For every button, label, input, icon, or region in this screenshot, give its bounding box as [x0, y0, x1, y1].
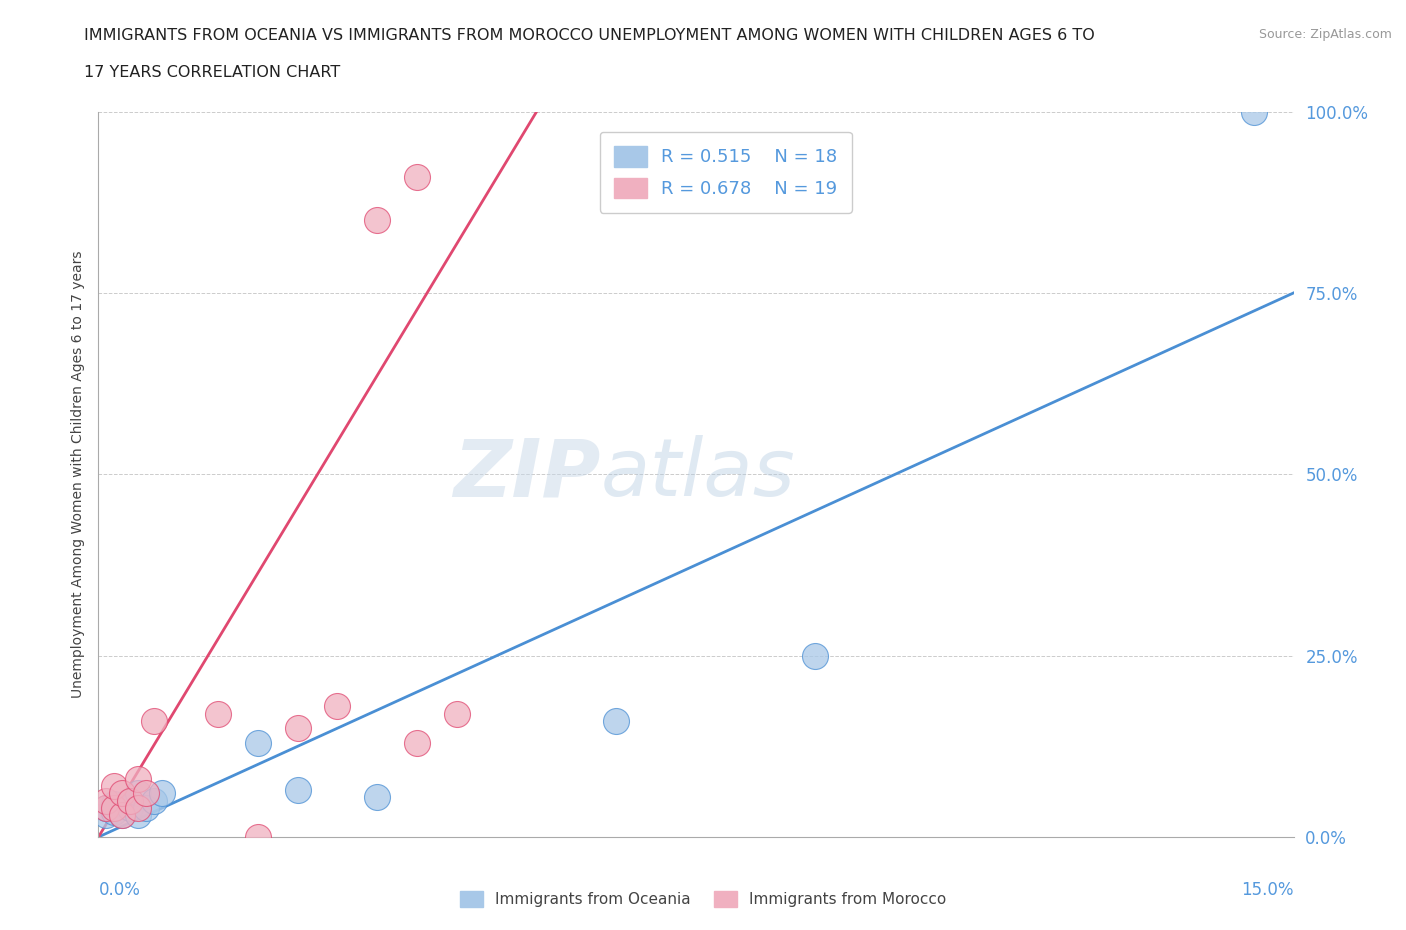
Text: ZIP: ZIP — [453, 435, 600, 513]
Immigrants from Morocco — [103, 801, 125, 816]
Immigrants from Morocco — [111, 786, 134, 801]
Immigrants from Morocco — [406, 169, 429, 184]
Immigrants from Oceania — [120, 801, 142, 816]
Immigrants from Oceania — [103, 804, 125, 819]
Text: 15.0%: 15.0% — [1241, 881, 1294, 898]
Immigrants from Morocco — [127, 801, 149, 816]
Immigrants from Morocco — [127, 772, 149, 787]
Immigrants from Morocco — [96, 801, 118, 816]
Immigrants from Morocco — [96, 793, 118, 808]
Text: IMMIGRANTS FROM OCEANIA VS IMMIGRANTS FROM MOROCCO UNEMPLOYMENT AMONG WOMEN WITH: IMMIGRANTS FROM OCEANIA VS IMMIGRANTS FR… — [84, 28, 1095, 43]
Immigrants from Oceania — [143, 793, 166, 808]
Immigrants from Oceania — [96, 801, 118, 816]
Immigrants from Oceania — [120, 793, 142, 808]
Immigrants from Morocco — [135, 786, 157, 801]
Immigrants from Oceania — [127, 808, 149, 823]
Immigrants from Oceania — [287, 782, 309, 797]
Immigrants from Morocco — [326, 699, 349, 714]
Text: 17 YEARS CORRELATION CHART: 17 YEARS CORRELATION CHART — [84, 65, 340, 80]
Immigrants from Morocco — [111, 808, 134, 823]
Immigrants from Morocco — [287, 721, 309, 736]
Immigrants from Oceania — [111, 808, 134, 823]
Immigrants from Morocco — [207, 706, 229, 721]
Immigrants from Oceania — [135, 801, 157, 816]
Immigrants from Oceania — [605, 713, 627, 728]
Legend: Immigrants from Oceania, Immigrants from Morocco: Immigrants from Oceania, Immigrants from… — [454, 884, 952, 913]
Y-axis label: Unemployment Among Women with Children Ages 6 to 17 years: Unemployment Among Women with Children A… — [70, 250, 84, 698]
Immigrants from Oceania — [804, 648, 827, 663]
Immigrants from Morocco — [120, 793, 142, 808]
Immigrants from Oceania — [366, 790, 388, 804]
Legend: R = 0.515    N = 18, R = 0.678    N = 19: R = 0.515 N = 18, R = 0.678 N = 19 — [600, 131, 852, 213]
Immigrants from Morocco — [406, 736, 429, 751]
Immigrants from Oceania — [246, 736, 269, 751]
Text: atlas: atlas — [600, 435, 796, 513]
Immigrants from Morocco — [366, 213, 388, 228]
Immigrants from Oceania — [103, 797, 125, 812]
Text: Source: ZipAtlas.com: Source: ZipAtlas.com — [1258, 28, 1392, 41]
Immigrants from Morocco — [143, 713, 166, 728]
Immigrants from Oceania — [96, 808, 118, 823]
Immigrants from Morocco — [246, 830, 269, 844]
Immigrants from Oceania — [1243, 104, 1265, 119]
Immigrants from Morocco — [446, 706, 468, 721]
Immigrants from Oceania — [150, 786, 173, 801]
Immigrants from Morocco — [103, 778, 125, 793]
Immigrants from Oceania — [127, 786, 149, 801]
Text: 0.0%: 0.0% — [98, 881, 141, 898]
